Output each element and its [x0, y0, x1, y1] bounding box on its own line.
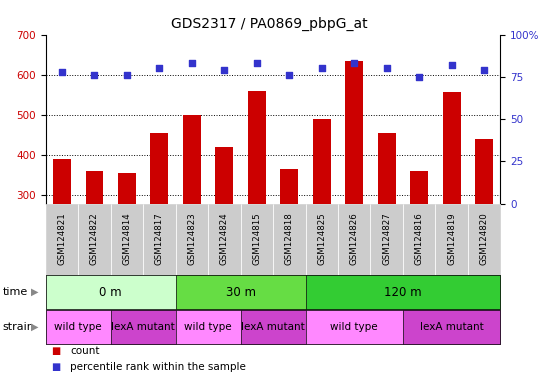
Text: percentile rank within the sample: percentile rank within the sample — [70, 362, 246, 372]
Text: GSM124820: GSM124820 — [479, 213, 489, 265]
Bar — [306, 204, 338, 275]
Text: GSM124816: GSM124816 — [415, 213, 423, 265]
Point — [415, 74, 423, 80]
Bar — [46, 275, 175, 309]
Text: ▶: ▶ — [31, 287, 39, 297]
Point — [123, 72, 131, 78]
Point — [480, 67, 489, 73]
Text: GSM124819: GSM124819 — [447, 213, 456, 265]
Text: time: time — [3, 287, 28, 297]
Point — [188, 60, 196, 66]
Point — [220, 67, 229, 73]
Text: GSM124825: GSM124825 — [317, 213, 326, 265]
Text: GSM124817: GSM124817 — [155, 213, 164, 265]
Text: GSM124824: GSM124824 — [220, 213, 229, 265]
Text: GSM124822: GSM124822 — [90, 213, 99, 265]
Text: GSM124826: GSM124826 — [350, 213, 359, 265]
Bar — [306, 275, 500, 309]
Text: 0 m: 0 m — [100, 286, 122, 299]
Point — [155, 65, 164, 71]
Bar — [345, 61, 363, 204]
Text: lexA mutant: lexA mutant — [420, 322, 484, 332]
Bar — [175, 275, 306, 309]
Text: ■: ■ — [51, 362, 60, 372]
Bar — [273, 204, 306, 275]
Text: ■: ■ — [51, 346, 60, 356]
Text: GSM124814: GSM124814 — [123, 213, 131, 265]
Point — [383, 65, 391, 71]
Text: lexA mutant: lexA mutant — [241, 322, 305, 332]
Bar — [78, 204, 111, 275]
Bar — [435, 204, 468, 275]
Bar — [338, 204, 371, 275]
Bar — [240, 204, 273, 275]
Text: ▶: ▶ — [31, 322, 39, 332]
Point — [252, 60, 261, 66]
Bar — [240, 310, 306, 344]
Point — [58, 69, 66, 75]
Bar — [151, 133, 168, 204]
Bar — [215, 147, 233, 204]
Bar — [208, 204, 240, 275]
Text: wild type: wild type — [185, 322, 232, 332]
Text: GDS2317 / PA0869_pbpG_at: GDS2317 / PA0869_pbpG_at — [171, 17, 367, 31]
Text: GSM124818: GSM124818 — [285, 213, 294, 265]
Bar — [86, 171, 103, 204]
Bar — [371, 204, 403, 275]
Text: GSM124815: GSM124815 — [252, 213, 261, 265]
Bar — [111, 310, 175, 344]
Bar — [175, 204, 208, 275]
Bar — [443, 92, 461, 204]
Text: 30 m: 30 m — [225, 286, 256, 299]
Bar — [468, 204, 500, 275]
Bar — [403, 204, 435, 275]
Point — [317, 65, 326, 71]
Bar — [111, 204, 143, 275]
Text: wild type: wild type — [330, 322, 378, 332]
Point — [447, 62, 456, 68]
Bar — [306, 310, 403, 344]
Bar — [175, 310, 240, 344]
Bar — [403, 310, 500, 344]
Point — [285, 72, 294, 78]
Text: strain: strain — [3, 322, 34, 332]
Bar — [410, 170, 428, 204]
Bar — [248, 91, 266, 204]
Bar — [313, 119, 331, 204]
Text: GSM124823: GSM124823 — [187, 213, 196, 265]
Text: 120 m: 120 m — [384, 286, 422, 299]
Bar — [46, 204, 78, 275]
Point — [90, 72, 99, 78]
Bar — [53, 159, 71, 204]
Text: GSM124821: GSM124821 — [58, 213, 67, 265]
Text: count: count — [70, 346, 100, 356]
Bar — [118, 173, 136, 204]
Bar — [183, 115, 201, 204]
Point — [350, 60, 358, 66]
Text: lexA mutant: lexA mutant — [111, 322, 175, 332]
Text: GSM124827: GSM124827 — [382, 213, 391, 265]
Bar — [143, 204, 175, 275]
Bar — [378, 133, 395, 204]
Bar — [475, 139, 493, 204]
Bar — [280, 169, 298, 204]
Text: wild type: wild type — [54, 322, 102, 332]
Bar — [46, 310, 111, 344]
